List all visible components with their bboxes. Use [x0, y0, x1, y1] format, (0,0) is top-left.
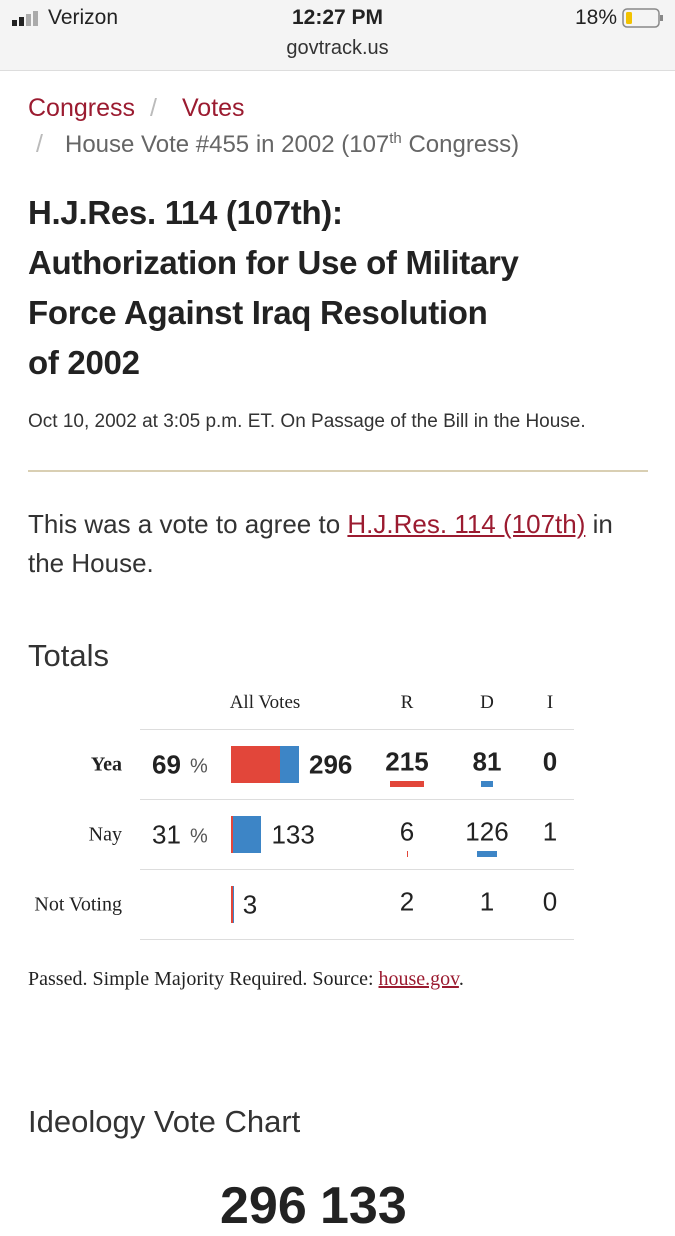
- row-label: Not Voting: [34, 894, 122, 917]
- column-header: I: [547, 692, 553, 714]
- party-count: 126: [465, 817, 508, 848]
- percent-sign: %: [190, 756, 208, 779]
- party-bar: [481, 781, 494, 787]
- total: 296: [309, 750, 352, 781]
- party-count: 0: [543, 887, 557, 918]
- page: Verizon 12:27 PM govtrack.us 18% Congres…: [0, 0, 675, 1200]
- row-line: [140, 869, 574, 870]
- source-link[interactable]: house.gov: [379, 968, 459, 990]
- bar-r: [231, 746, 280, 783]
- party-bar: [407, 851, 408, 857]
- row-label: Nay: [89, 824, 122, 847]
- note: Passed. Simple Majority Required. Source…: [28, 968, 464, 991]
- party-count: 2: [400, 887, 414, 918]
- party-bar: [390, 781, 424, 787]
- party-bar: [477, 851, 497, 857]
- row-line: [140, 799, 574, 800]
- party-count: 1: [543, 817, 557, 848]
- row-line: [140, 939, 574, 940]
- text: Passed. Simple Majority Required. Source…: [28, 968, 374, 990]
- total: 133: [271, 820, 314, 851]
- ideology-heading: Ideology Vote Chart: [28, 1104, 300, 1140]
- party-count: 6: [400, 817, 414, 848]
- percent: 69: [152, 750, 181, 781]
- column-header: D: [480, 692, 494, 714]
- party-count: 215: [385, 747, 428, 778]
- ideology-yea: 296: [220, 1176, 307, 1236]
- party-count: 1: [480, 887, 494, 918]
- text: .: [459, 968, 464, 990]
- row-label: Yea: [91, 754, 122, 777]
- ideology-nay: 133: [320, 1176, 407, 1236]
- row-line: [140, 729, 574, 730]
- bar-d: [233, 816, 262, 853]
- bar-d: [280, 746, 299, 783]
- party-count: 81: [473, 747, 502, 778]
- percent-sign: %: [190, 826, 208, 849]
- percent: 31: [152, 820, 181, 851]
- party-count: 0: [543, 747, 557, 778]
- column-header: All Votes: [230, 692, 301, 714]
- column-header: R: [401, 692, 414, 714]
- total: 3: [243, 890, 257, 921]
